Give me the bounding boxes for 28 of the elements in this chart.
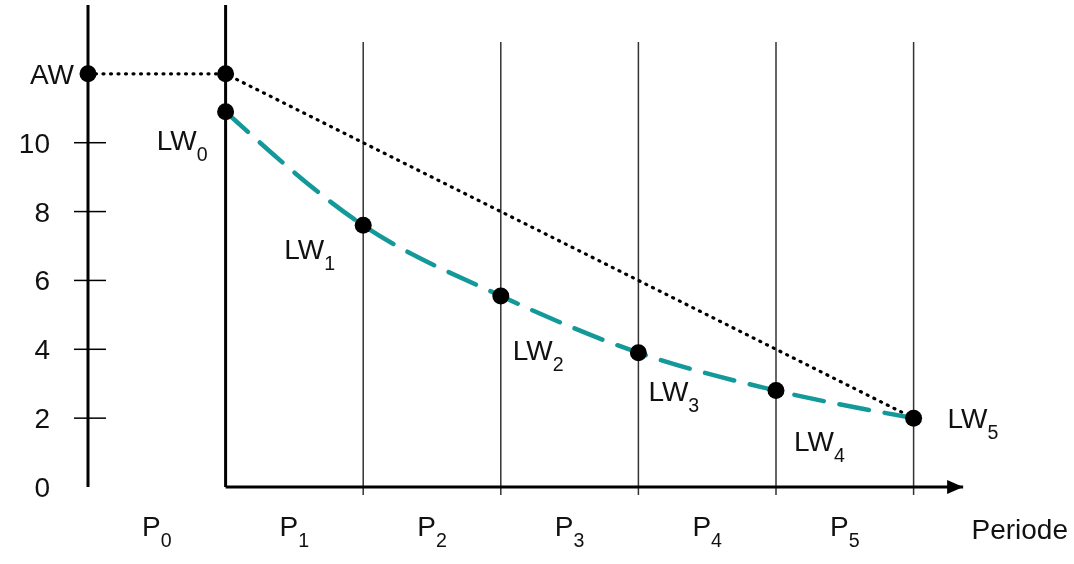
annotation: LW$_{2}$: [512, 334, 564, 375]
y-tick-label: 4: [34, 333, 50, 365]
x-tick-label: P$_{5}$: [830, 511, 860, 551]
y-tick-label: 0: [34, 471, 50, 503]
point: [492, 287, 510, 305]
annotation: LW$_{3}$: [648, 375, 700, 416]
point: [79, 65, 97, 83]
annotation: LW$_{4}$: [794, 425, 845, 466]
annotation: LW$_{5}$: [947, 403, 999, 444]
annotation: LW$_{0}$: [156, 124, 208, 165]
point: [354, 216, 372, 234]
y-tick-label: 6: [34, 264, 50, 296]
annotation: AW: [29, 58, 75, 90]
x-tick-label: P$_{1}$: [279, 511, 310, 551]
point: [217, 103, 235, 121]
y-tick-label: 10: [18, 127, 50, 159]
y-tick-label: 8: [34, 196, 50, 228]
point: [905, 409, 923, 427]
x-tick-label: P$_{4}$: [692, 511, 723, 551]
x-tick-label: P$_{3}$: [554, 511, 585, 551]
annotation: LW$_{1}$: [284, 234, 336, 275]
y-tick-label: 2: [34, 402, 50, 434]
x-tick-label: P$_{0}$: [142, 511, 172, 551]
point: [767, 382, 785, 400]
x-tick-label: P$_{2}$: [417, 511, 447, 551]
x-axis-title: Periode: [971, 514, 1068, 545]
point: [217, 65, 235, 83]
point: [629, 344, 647, 362]
